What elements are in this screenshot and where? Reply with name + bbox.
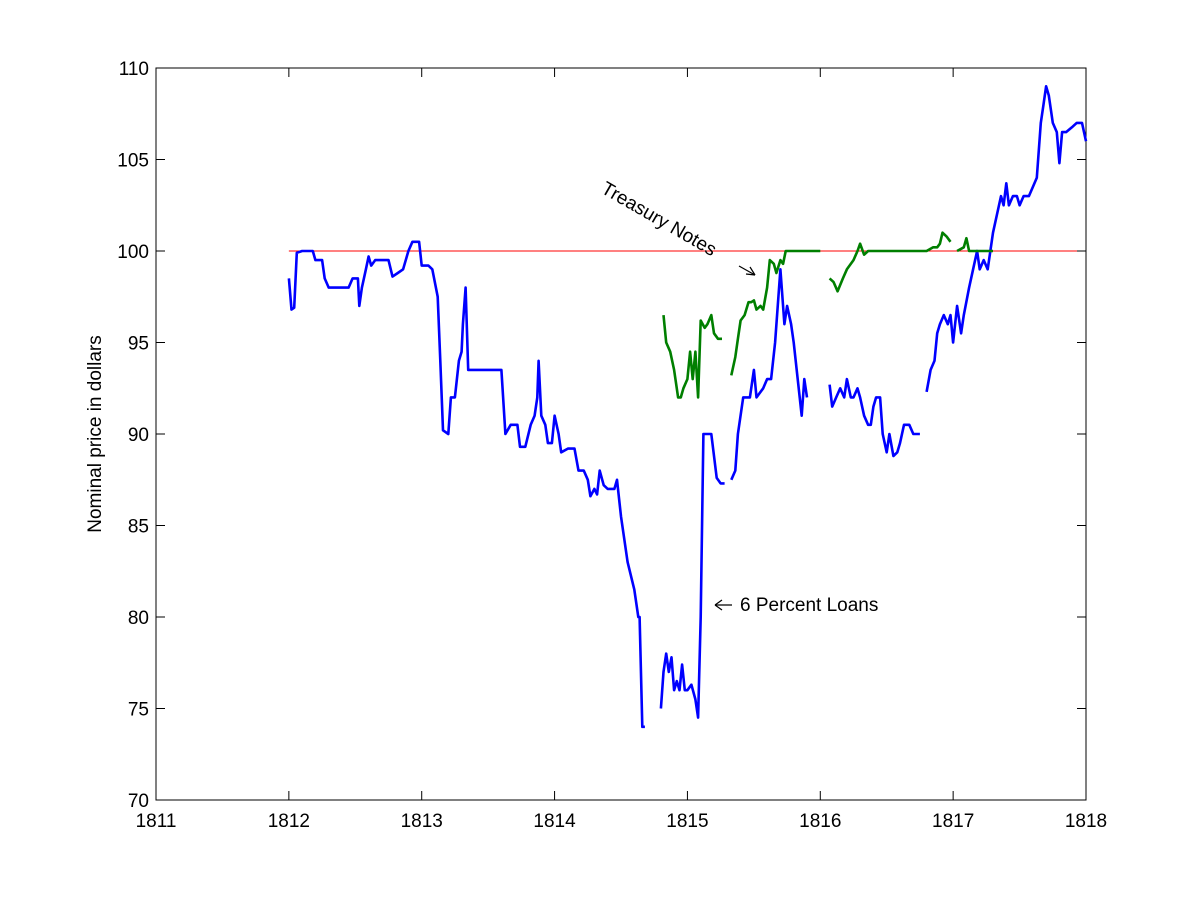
annotation-loans-arrowhead — [714, 599, 723, 611]
x-tick-label: 1817 — [932, 811, 974, 832]
loans-series-segment-1 — [659, 432, 725, 719]
annotation-treasury-notes-arrowhead — [745, 266, 756, 276]
notes-series-segment-2 — [828, 231, 952, 293]
x-tick-label: 1816 — [799, 811, 841, 832]
y-tick-label: 110 — [119, 59, 149, 80]
y-tick-label: 95 — [128, 334, 149, 355]
x-axis: 1811 1812 1813 1814 1815 1816 1817 1818 — [136, 68, 1107, 832]
notes-series-segment-3 — [956, 236, 993, 253]
x-tick-label: 1811 — [136, 811, 177, 832]
annotation-6-percent-loans: 6 Percent Loans — [740, 595, 878, 616]
y-tick-label: 105 — [117, 151, 149, 172]
series-layer — [287, 85, 1088, 729]
y-tick-label: 70 — [128, 791, 149, 812]
x-tick-label: 1818 — [1065, 811, 1107, 832]
notes-series-segment-1 — [730, 249, 821, 376]
x-tick-label: 1813 — [401, 811, 443, 832]
x-tick-label: 1812 — [268, 811, 310, 832]
y-tick-label: 100 — [117, 242, 149, 263]
loans-series-segment-4 — [925, 85, 1088, 393]
annotation-treasury-notes-arrow — [738, 265, 756, 276]
x-tick-label: 1815 — [666, 811, 708, 832]
x-tick-label: 1814 — [533, 811, 576, 832]
plot-area — [155, 67, 1087, 801]
y-axis-title: Nominal price in dollars — [85, 335, 106, 532]
y-axis: 70 75 80 85 90 95 100 105 110 — [117, 59, 1086, 812]
loans-series-segment-3 — [828, 377, 920, 458]
y-tick-label: 80 — [128, 608, 149, 629]
y-tick-label: 90 — [128, 425, 149, 446]
y-tick-label: 85 — [128, 517, 149, 538]
notes-series-segment-0 — [662, 313, 722, 399]
loans-series-segment-2 — [730, 268, 809, 481]
loans-series-segment-0 — [287, 240, 645, 729]
y-tick-label: 75 — [128, 700, 149, 721]
